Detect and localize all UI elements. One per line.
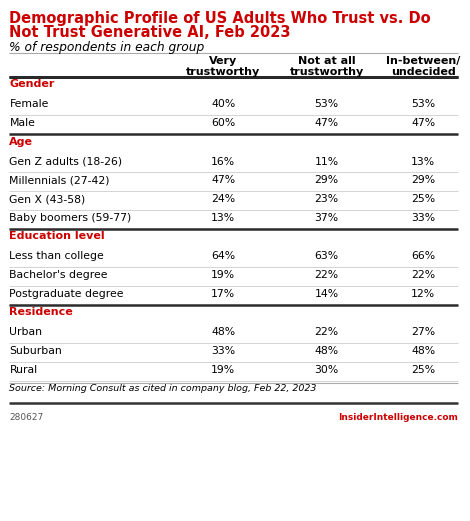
Text: Female: Female	[9, 99, 49, 109]
Text: 12%: 12%	[411, 289, 435, 299]
Text: 16%: 16%	[211, 156, 235, 167]
Text: Suburban: Suburban	[9, 346, 62, 356]
Text: 53%: 53%	[411, 99, 435, 109]
Text: 47%: 47%	[411, 118, 435, 128]
Text: Male: Male	[9, 118, 35, 128]
Text: 60%: 60%	[211, 118, 235, 128]
Text: 25%: 25%	[411, 365, 435, 375]
Text: Bachelor's degree: Bachelor's degree	[9, 270, 108, 280]
Text: 17%: 17%	[211, 289, 235, 299]
Text: 33%: 33%	[411, 213, 435, 223]
Text: 29%: 29%	[314, 175, 339, 185]
Text: 13%: 13%	[411, 156, 435, 167]
Text: Gen Z adults (18-26): Gen Z adults (18-26)	[9, 156, 123, 167]
Text: 22%: 22%	[314, 270, 339, 280]
Text: Gender: Gender	[9, 79, 55, 89]
Text: 48%: 48%	[411, 346, 435, 356]
Text: 47%: 47%	[314, 118, 339, 128]
Text: Not Trust Generative AI, Feb 2023: Not Trust Generative AI, Feb 2023	[9, 25, 291, 40]
Text: 48%: 48%	[211, 327, 235, 338]
Text: 33%: 33%	[211, 346, 235, 356]
Text: Less than college: Less than college	[9, 251, 104, 262]
Text: Rural: Rural	[9, 365, 38, 375]
Text: 11%: 11%	[314, 156, 339, 167]
Text: Source: Morning Consult as cited in company blog, Feb 22, 2023: Source: Morning Consult as cited in comp…	[9, 384, 317, 393]
Text: 14%: 14%	[314, 289, 339, 299]
Text: 29%: 29%	[411, 175, 435, 185]
Text: 48%: 48%	[314, 346, 339, 356]
Text: 47%: 47%	[211, 175, 235, 185]
Text: 24%: 24%	[211, 194, 235, 204]
Text: 19%: 19%	[211, 365, 235, 375]
Text: 22%: 22%	[314, 327, 339, 338]
Text: 30%: 30%	[314, 365, 339, 375]
Text: 53%: 53%	[314, 99, 339, 109]
Text: 66%: 66%	[411, 251, 435, 262]
Text: Age: Age	[9, 137, 33, 146]
Text: 27%: 27%	[411, 327, 435, 338]
Text: 23%: 23%	[314, 194, 339, 204]
Text: Postgraduate degree: Postgraduate degree	[9, 289, 124, 299]
Text: Millennials (27-42): Millennials (27-42)	[9, 175, 110, 185]
Text: 25%: 25%	[411, 194, 435, 204]
Text: Gen X (43-58): Gen X (43-58)	[9, 194, 86, 204]
Text: Urban: Urban	[9, 327, 42, 338]
Text: Education level: Education level	[9, 231, 105, 241]
Text: Demographic Profile of US Adults Who Trust vs. Do: Demographic Profile of US Adults Who Tru…	[9, 11, 431, 27]
Text: 64%: 64%	[211, 251, 235, 262]
Text: 280627: 280627	[9, 413, 44, 422]
Text: In-between/
undecided: In-between/ undecided	[386, 56, 460, 77]
Text: Very
trustworthy: Very trustworthy	[186, 56, 260, 77]
Text: 22%: 22%	[411, 270, 435, 280]
Text: 40%: 40%	[211, 99, 235, 109]
Text: % of respondents in each group: % of respondents in each group	[9, 41, 204, 54]
Text: Residence: Residence	[9, 307, 73, 317]
Text: 13%: 13%	[211, 213, 235, 223]
Text: InsiderIntelligence.com: InsiderIntelligence.com	[338, 413, 458, 422]
Text: Baby boomers (59-77): Baby boomers (59-77)	[9, 213, 132, 223]
Text: Not at all
trustworthy: Not at all trustworthy	[290, 56, 364, 77]
Text: 63%: 63%	[314, 251, 339, 262]
Text: 19%: 19%	[211, 270, 235, 280]
Text: 37%: 37%	[314, 213, 339, 223]
